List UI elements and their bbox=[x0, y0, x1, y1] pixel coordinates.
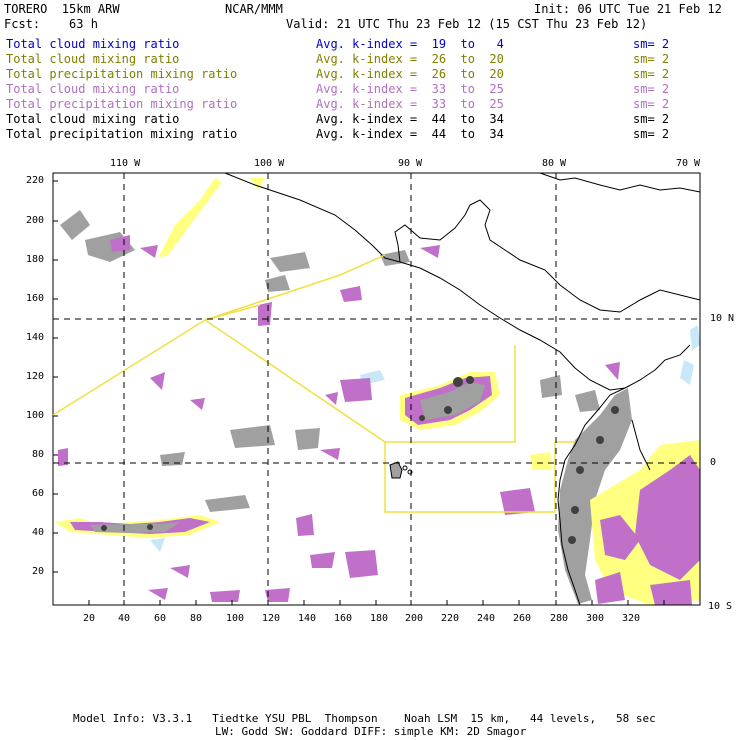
legend-field: Total precipitation mixing ratio bbox=[6, 127, 238, 141]
y-tick-label: 220 bbox=[26, 175, 45, 186]
model-title: TORERO 15km ARW bbox=[4, 2, 120, 16]
legend-row: Total precipitation mixing ratio Avg. k-i… bbox=[6, 127, 736, 142]
legend-kindex: Avg. k-index = 19 to 4 bbox=[316, 37, 504, 51]
longitude-label: 100 W bbox=[254, 158, 285, 169]
longitude-label: 110 W bbox=[110, 158, 141, 169]
legend-row: Total precipitation mixing ratio Avg. k-i… bbox=[6, 67, 736, 82]
x-tick-label: 20 bbox=[83, 613, 96, 624]
legend-kindex: Avg. k-index = 33 to 25 bbox=[316, 97, 504, 111]
model-info-line1: Model Info: V3.3.1 Tiedtke YSU PBL Thomp… bbox=[73, 712, 656, 725]
x-tick-label: 100 bbox=[226, 613, 245, 624]
y-tick-label: 120 bbox=[26, 371, 45, 382]
weather-field bbox=[55, 178, 700, 605]
y-tick-label: 160 bbox=[26, 293, 45, 304]
legend-smoothing: sm= 2 bbox=[633, 112, 670, 126]
model-info-line2: LW: Godd SW: Goddard DIFF: simple KM: 2D… bbox=[215, 725, 527, 738]
frame-ticks bbox=[53, 180, 665, 605]
legend-kindex: Avg. k-index = 33 to 25 bbox=[316, 82, 504, 96]
legend-smoothing: sm= 2 bbox=[633, 127, 670, 141]
legend-kindex: Avg. k-index = 26 to 20 bbox=[316, 52, 504, 66]
valid-time: Valid: 21 UTC Thu 23 Feb 12 (15 CST Thu … bbox=[286, 17, 648, 31]
legend-row: Total cloud mixing ratio Avg. k-index = 2… bbox=[6, 52, 736, 67]
legend-field: Total precipitation mixing ratio bbox=[6, 67, 238, 81]
x-tick-label: 260 bbox=[513, 613, 532, 624]
legend-smoothing: sm= 2 bbox=[633, 37, 670, 51]
legend-field: Total cloud mixing ratio bbox=[6, 82, 180, 96]
x-tick-label: 120 bbox=[262, 613, 281, 624]
legend-field: Total precipitation mixing ratio bbox=[6, 97, 238, 111]
x-tick-label: 200 bbox=[405, 613, 424, 624]
x-tick-label: 80 bbox=[190, 613, 203, 624]
domain-boxes bbox=[52, 254, 575, 513]
x-tick-label: 220 bbox=[441, 613, 460, 624]
legend-smoothing: sm= 2 bbox=[633, 97, 670, 111]
latitude-label: 0 bbox=[710, 457, 717, 468]
init-time: Init: 06 UTC Tue 21 Feb 12 bbox=[534, 2, 722, 16]
y-tick-label: 200 bbox=[26, 215, 45, 226]
latitude-label: 10 N bbox=[710, 313, 735, 324]
legend-field: Total cloud mixing ratio bbox=[6, 37, 180, 51]
x-tick-label: 140 bbox=[298, 613, 317, 624]
x-tick-label: 240 bbox=[477, 613, 496, 624]
x-tick-label: 180 bbox=[370, 613, 389, 624]
galapagos-islands bbox=[389, 461, 413, 479]
legend-row: Total cloud mixing ratio Avg. k-index = 3… bbox=[6, 82, 736, 97]
legend-field: Total cloud mixing ratio bbox=[6, 112, 180, 126]
legend-field: Total cloud mixing ratio bbox=[6, 52, 180, 66]
y-tick-label: 80 bbox=[32, 449, 45, 460]
y-tick-label: 140 bbox=[26, 332, 45, 343]
legend-kindex: Avg. k-index = 26 to 20 bbox=[316, 67, 504, 81]
y-tick-label: 60 bbox=[32, 488, 45, 499]
longitude-label: 70 W bbox=[676, 158, 701, 169]
y-tick-label: 100 bbox=[26, 410, 45, 421]
x-tick-label: 300 bbox=[586, 613, 605, 624]
y-tick-label: 40 bbox=[32, 527, 45, 538]
legend-smoothing: sm= 2 bbox=[633, 52, 670, 66]
y-tick-label: 180 bbox=[26, 254, 45, 265]
x-tick-label: 160 bbox=[334, 613, 353, 624]
legend-row: Total precipitation mixing ratio Avg. k-i… bbox=[6, 97, 736, 112]
legend-smoothing: sm= 2 bbox=[633, 67, 670, 81]
x-tick-label: 40 bbox=[118, 613, 131, 624]
y-tick-label: 20 bbox=[32, 566, 45, 577]
x-tick-label: 320 bbox=[622, 613, 641, 624]
coastline bbox=[224, 172, 701, 606]
lat-lon-grid bbox=[53, 173, 700, 605]
longitude-label: 80 W bbox=[542, 158, 567, 169]
forecast-hour: Fcst: 63 h bbox=[4, 17, 98, 31]
legend-row: Total cloud mixing ratio Avg. k-index = 4… bbox=[6, 112, 736, 127]
x-tick-label: 280 bbox=[550, 613, 569, 624]
center-name: NCAR/MMM bbox=[225, 2, 283, 16]
legend-row: Total cloud mixing ratio Avg. k-index = 1… bbox=[6, 37, 736, 52]
legend-kindex: Avg. k-index = 44 to 34 bbox=[316, 127, 504, 141]
x-tick-label: 60 bbox=[154, 613, 167, 624]
legend-kindex: Avg. k-index = 44 to 34 bbox=[316, 112, 504, 126]
latitude-label: 10 S bbox=[708, 601, 733, 612]
legend-smoothing: sm= 2 bbox=[633, 82, 670, 96]
longitude-label: 90 W bbox=[398, 158, 423, 169]
